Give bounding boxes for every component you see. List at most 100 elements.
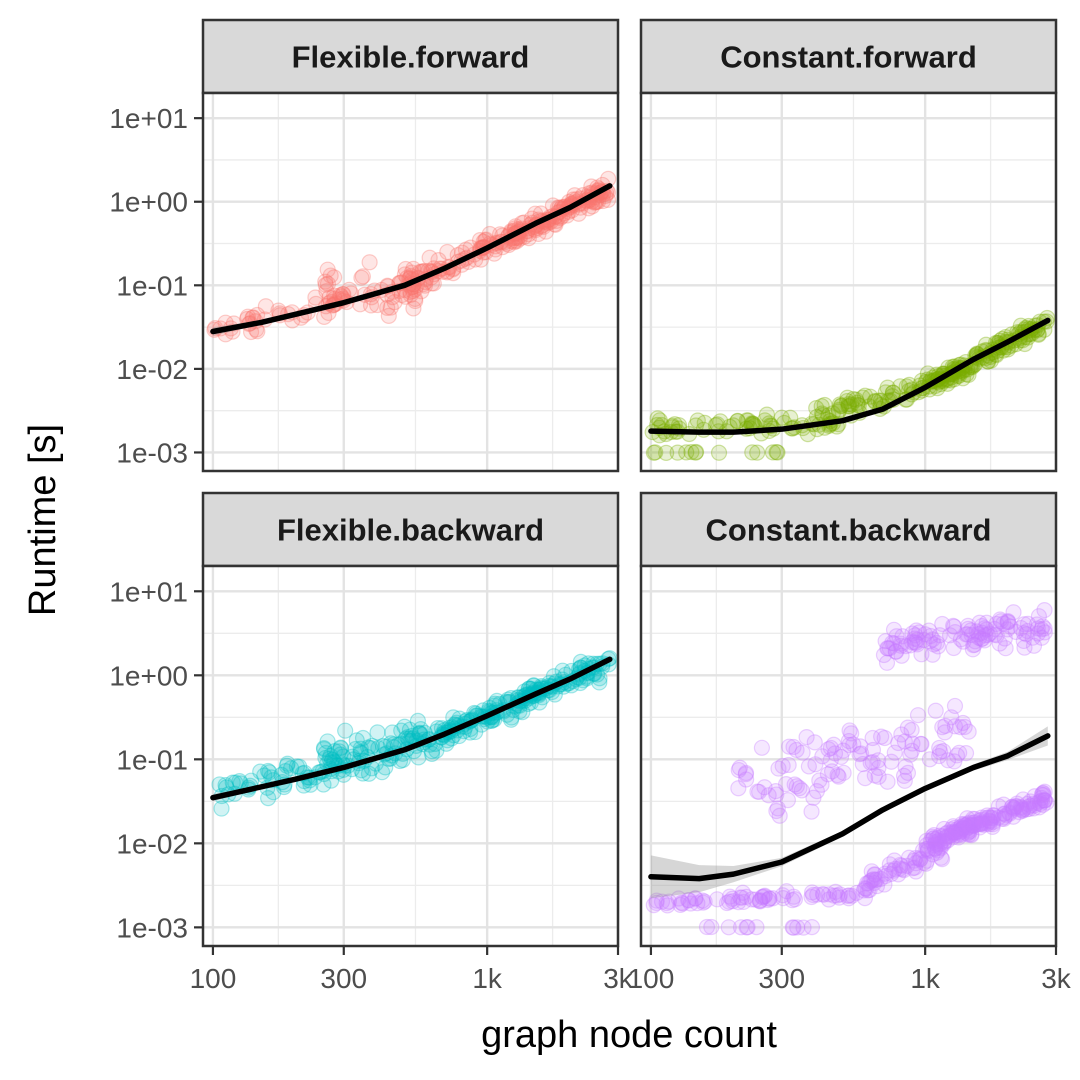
data-point	[868, 877, 886, 895]
facet-strip	[639, 18, 1058, 95]
data-point	[1005, 799, 1022, 817]
data-point	[895, 862, 912, 879]
data-point	[406, 290, 424, 307]
data-point	[694, 892, 711, 909]
data-point	[718, 894, 736, 912]
data-point	[547, 216, 564, 233]
data-point	[1019, 622, 1036, 640]
data-point	[879, 773, 896, 790]
data-point	[918, 840, 935, 858]
data-point	[774, 757, 791, 775]
data-point	[683, 443, 700, 461]
data-point	[814, 885, 832, 903]
data-point	[845, 390, 862, 408]
data-point	[1004, 798, 1021, 815]
data-point	[864, 729, 881, 747]
data-point	[956, 718, 973, 736]
data-point	[687, 444, 704, 461]
data-point	[949, 826, 966, 843]
data-point	[720, 919, 737, 936]
data-point	[830, 768, 847, 785]
data-point	[954, 820, 971, 837]
data-point	[940, 827, 958, 845]
data-point	[984, 809, 1001, 827]
data-point	[956, 816, 973, 833]
data-point	[997, 640, 1014, 657]
data-point	[966, 810, 984, 828]
trend-line	[210, 183, 613, 335]
data-point	[931, 747, 948, 765]
data-point	[732, 889, 749, 906]
data-point	[399, 729, 416, 746]
data-point	[925, 830, 942, 847]
data-point	[965, 817, 982, 835]
data-point	[770, 760, 787, 777]
data-point	[948, 747, 966, 764]
data-point	[999, 612, 1016, 630]
facet-panel-2: Constant.forward	[639, 18, 1058, 473]
data-point	[825, 887, 843, 904]
data-point	[890, 866, 907, 883]
data-point	[939, 752, 957, 769]
data-point	[973, 815, 990, 832]
data-point	[332, 746, 349, 763]
facet-panel-1: Flexible.forward 1e-03 1e-02 1e-01 1e+00 1e+0…	[109, 18, 620, 473]
facet-strip	[201, 18, 620, 95]
data-point	[866, 767, 883, 784]
data-point	[658, 444, 675, 462]
data-point	[1012, 798, 1029, 816]
data-point	[808, 400, 825, 417]
data-point	[724, 893, 741, 910]
data-point	[471, 232, 489, 249]
data-point	[945, 824, 962, 841]
data-point	[981, 812, 999, 830]
data-point	[316, 741, 333, 758]
data-point	[845, 736, 862, 753]
data-point	[659, 897, 676, 914]
data-point	[867, 871, 884, 889]
data-point	[925, 826, 943, 844]
data-point	[651, 412, 668, 429]
data-point	[935, 835, 952, 852]
data-point	[1025, 795, 1042, 812]
data-point	[935, 742, 952, 760]
data-point	[965, 817, 982, 834]
data-point	[348, 732, 365, 749]
data-point	[758, 406, 776, 423]
data-point	[892, 635, 909, 652]
data-point	[1018, 801, 1035, 818]
data-point	[645, 896, 662, 914]
data-point	[915, 631, 932, 649]
data-point	[957, 745, 975, 762]
y-tick-label: 1e-03	[116, 437, 188, 468]
data-point	[695, 894, 712, 911]
data-point	[925, 837, 943, 854]
data-point	[747, 891, 764, 908]
data-point	[648, 894, 665, 912]
data-point	[749, 783, 766, 800]
data-point	[881, 640, 898, 657]
data-point	[865, 871, 882, 888]
data-point	[756, 779, 773, 796]
data-point	[914, 842, 932, 859]
data-point	[992, 613, 1010, 630]
data-point	[945, 639, 962, 657]
data-point	[1026, 797, 1043, 814]
data-point	[960, 366, 977, 384]
data-point	[965, 814, 982, 831]
data-point	[886, 860, 904, 878]
data-point	[967, 814, 984, 831]
data-point	[862, 388, 879, 405]
data-point	[647, 444, 664, 461]
panel-background	[203, 566, 618, 946]
data-point	[335, 748, 352, 765]
data-point	[943, 821, 960, 838]
data-point	[803, 884, 821, 901]
data-point	[973, 624, 990, 641]
data-point	[878, 654, 896, 671]
data-point	[252, 763, 269, 780]
data-point	[733, 889, 751, 906]
data-point	[929, 638, 947, 655]
data-point	[1029, 620, 1046, 637]
data-point	[864, 754, 881, 771]
